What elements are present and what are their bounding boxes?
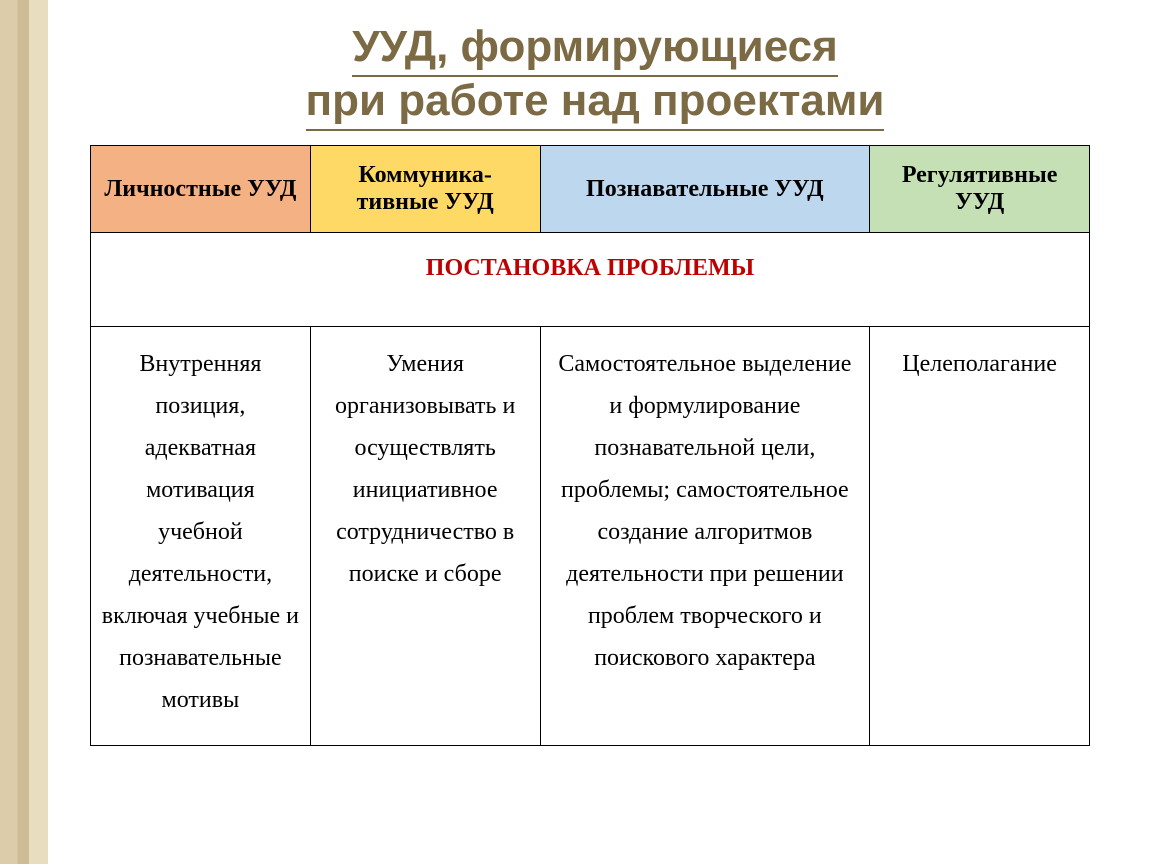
slide-title: УУД, формирующиеся при работе над проект… [80,20,1110,127]
section-row: ПОСТАНОВКА ПРОБЛЕМЫ [91,233,1090,327]
title-line-1: УУД, формирующиеся [352,22,838,77]
title-line-2: при работе над проектами [306,76,885,131]
header-row: Личностные УУД Коммуника-тивные УУД Позн… [91,146,1090,233]
body-row: Внутренняя позиция, адекватная мотивация… [91,327,1090,746]
col-header-communicative: Коммуника-тивные УУД [310,146,540,233]
cell-personal: Внутренняя позиция, адекватная мотивация… [91,327,311,746]
uud-table: Личностные УУД Коммуника-тивные УУД Позн… [90,145,1090,746]
col-header-cognitive: Познавательные УУД [540,146,870,233]
col-header-regulative: Регулятивные УУД [870,146,1090,233]
cell-regulative: Целеполагание [870,327,1090,746]
section-title: ПОСТАНОВКА ПРОБЛЕМЫ [91,233,1090,327]
slide-content: УУД, формирующиеся при работе над проект… [0,0,1150,746]
col-header-personal: Личностные УУД [91,146,311,233]
cell-communicative: Умения организовывать и осуществлять ини… [310,327,540,746]
cell-cognitive: Самостоятельное выделение и формулирован… [540,327,870,746]
